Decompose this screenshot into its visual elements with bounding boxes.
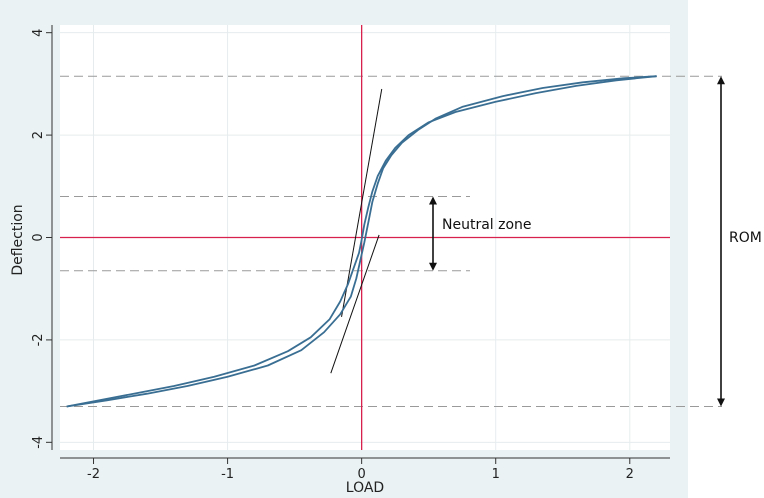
neutral-zone-label: Neutral zone	[442, 217, 532, 233]
tangent-line-1	[330, 234, 380, 374]
neutral-zone-arrow-head-top	[429, 196, 437, 205]
rom-arrow-head-top	[717, 76, 725, 85]
dashed-level-lines	[60, 75, 722, 407]
annotations: Neutral zone ROM	[429, 76, 762, 407]
tangent-lines	[330, 88, 383, 374]
x-tick-label-3: 1	[492, 467, 500, 482]
rom-label: ROM	[729, 230, 762, 246]
y-tick-label-3: 2	[31, 131, 46, 139]
y-tick-label-2: 0	[31, 233, 46, 241]
curve-series-1	[66, 75, 657, 408]
tangent-line-0	[341, 88, 383, 317]
x-tick-label-1: -1	[221, 467, 234, 482]
y-axis-title: Deflection	[10, 204, 26, 275]
y-ticks: -4 -2 0 2 4	[31, 29, 52, 449]
x-ticks: -2 -1 0 1 2	[87, 458, 634, 482]
y-tick-label-0: -4	[31, 436, 46, 449]
y-tick-label-4: 4	[31, 29, 46, 37]
x-tick-label-0: -2	[87, 467, 100, 482]
x-axis-title: LOAD	[346, 480, 384, 496]
x-tick-label-4: 2	[626, 467, 634, 482]
hysteresis-curves	[66, 75, 657, 408]
curve-series-0	[66, 75, 657, 408]
x-tick-label-2: 0	[358, 467, 366, 482]
rom-arrow	[717, 76, 725, 407]
neutral-zone-arrow-head-bottom	[429, 262, 437, 271]
rom-arrow-head-bottom	[717, 398, 725, 407]
y-tick-label-1: -2	[31, 333, 46, 346]
neutral-zone-arrow	[429, 196, 437, 271]
